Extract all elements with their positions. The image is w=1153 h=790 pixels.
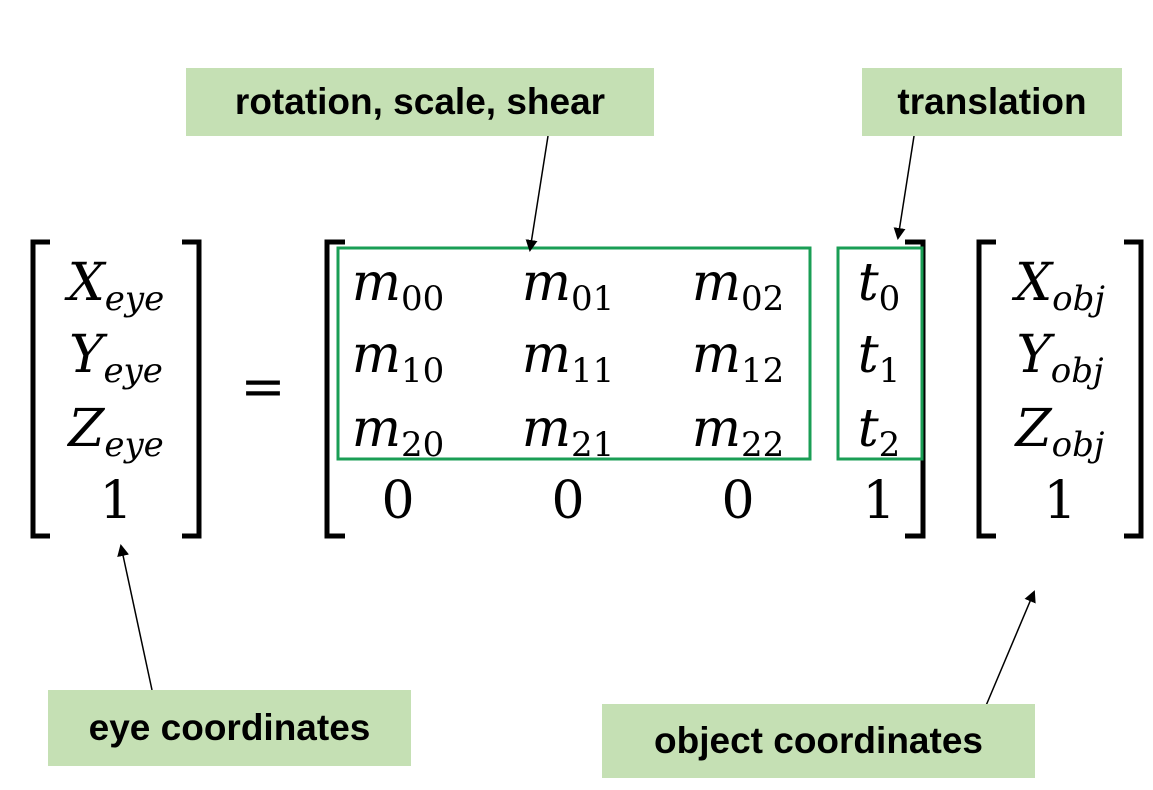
matrix-entry: m02 bbox=[692, 253, 785, 319]
eye-vector-entry: Yeye bbox=[69, 325, 163, 391]
equals-sign: = bbox=[240, 355, 285, 418]
matrix-entry: t0 bbox=[858, 253, 901, 319]
obj-vector-entry: Yobj bbox=[1016, 325, 1104, 391]
matrix-entry: m21 bbox=[522, 399, 615, 465]
obj-vector-entry: Xobj bbox=[1011, 253, 1105, 319]
rotation-scale-shear-highlight bbox=[336, 246, 812, 461]
matrix-entry: 0 bbox=[551, 471, 584, 531]
translation-highlight bbox=[836, 246, 924, 461]
matrix-entry: m20 bbox=[352, 399, 445, 465]
rotation-scale-shear-label: rotation, scale, shear bbox=[186, 68, 654, 136]
matrix-right-bracket bbox=[905, 239, 926, 539]
eye-vector-entry: 1 bbox=[99, 471, 132, 531]
object-coordinates-label: object coordinates bbox=[602, 704, 1035, 778]
matrix-entry: t2 bbox=[858, 399, 901, 465]
matrix-entry: m01 bbox=[522, 253, 615, 319]
object-arrow bbox=[984, 590, 1036, 709]
matrix-entry: m11 bbox=[522, 325, 615, 391]
matrix-entry: 0 bbox=[381, 471, 414, 531]
obj-vector-brackets bbox=[976, 239, 1144, 539]
obj-vector-entry: 1 bbox=[1043, 471, 1076, 531]
rotation-arrow bbox=[525, 135, 549, 252]
translation-label: translation bbox=[862, 68, 1122, 136]
matrix-entry: 0 bbox=[721, 471, 754, 531]
matrix-left-bracket bbox=[324, 239, 345, 539]
eye-vector-entry: Zeye bbox=[66, 399, 164, 465]
eye-left-bracket bbox=[30, 239, 50, 539]
obj-right-bracket bbox=[1124, 239, 1144, 539]
matrix-entry: 1 bbox=[862, 471, 895, 531]
eye-vector-entry: Xeye bbox=[64, 253, 164, 319]
matrix-entry: m22 bbox=[692, 399, 785, 465]
eye-arrow bbox=[117, 544, 153, 691]
translation-arrow bbox=[893, 135, 915, 240]
eye-coordinates-label: eye coordinates bbox=[48, 690, 411, 766]
matrix-entry: m00 bbox=[352, 253, 445, 319]
obj-vector-entry: Zobj bbox=[1014, 399, 1105, 465]
transform-matrix: m00 m01 m02 t0 m10 m11 m12 t1 m20 m21 m22 t2 0 0 0 1 bbox=[352, 253, 901, 531]
matrix-entry: m12 bbox=[692, 325, 785, 391]
matrix-entry: t1 bbox=[858, 325, 901, 391]
annotation-arrows bbox=[117, 135, 1036, 709]
eye-vector-brackets bbox=[30, 239, 202, 539]
eye-right-bracket bbox=[182, 239, 202, 539]
matrix-entry: m10 bbox=[352, 325, 445, 391]
obj-left-bracket bbox=[976, 239, 996, 539]
